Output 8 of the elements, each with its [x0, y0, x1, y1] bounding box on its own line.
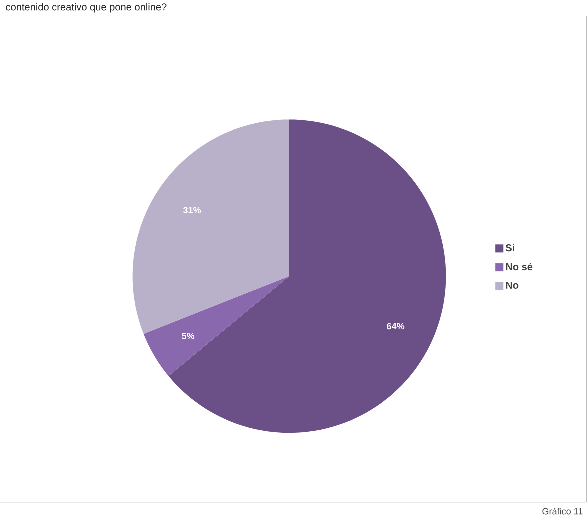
legend-label: Si	[506, 244, 514, 252]
legend-label: No sé	[506, 263, 533, 271]
data-label: 31%	[183, 207, 202, 214]
data-label: 5%	[182, 333, 195, 340]
text: Gráfico 11	[542, 508, 583, 515]
data-label: 64%	[387, 323, 405, 330]
chart-title: contenido creativo que pone online?	[6, 3, 167, 13]
legend-label: No	[506, 282, 519, 290]
